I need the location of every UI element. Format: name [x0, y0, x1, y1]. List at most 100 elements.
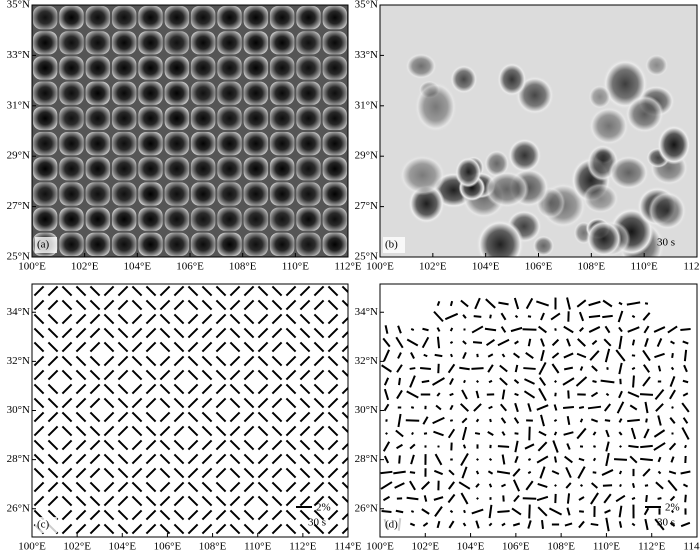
anisotropy-stick	[603, 403, 612, 412]
anisotropy-stick	[257, 313, 269, 325]
anisotropy-stick	[497, 338, 510, 347]
anisotropy-stick	[103, 299, 115, 311]
anisotropy-stick	[471, 325, 484, 334]
anisotropy-stick	[605, 452, 610, 467]
x-tick-label: 100°E	[366, 541, 394, 551]
anisotropy-stick	[669, 376, 676, 387]
anisotropy-stick	[75, 327, 87, 339]
x-tick-label: 104°E	[472, 261, 500, 273]
anisotropy-stick	[642, 376, 651, 387]
anisotropy-stick	[75, 425, 87, 437]
anisotropy-stick	[460, 453, 469, 466]
anisotropy-stick	[131, 285, 143, 297]
anisotropy-stick	[117, 341, 129, 353]
anisotropy-stick	[299, 327, 311, 339]
anisotropy-stick	[299, 313, 311, 325]
anisotropy-stick	[499, 403, 508, 412]
anisotropy-stick	[47, 327, 59, 339]
anisotropy-stick	[187, 411, 199, 423]
anisotropy-stick	[117, 509, 129, 521]
anisotropy-stick	[409, 480, 416, 491]
anisotropy-stick	[488, 522, 493, 527]
anisotropy-stick	[215, 481, 227, 493]
anisotropy-stick	[682, 417, 689, 424]
anisotropy-stick	[671, 509, 674, 514]
anisotropy-stick	[653, 326, 666, 333]
anisotropy-stick	[554, 484, 557, 487]
anisotropy-stick	[257, 453, 269, 465]
anisotropy-stick	[488, 379, 493, 384]
anisotropy-stick	[488, 457, 493, 462]
anisotropy-stick	[61, 397, 73, 409]
anisotropy-stick	[257, 467, 269, 479]
y-tick-label: 32°N	[355, 355, 378, 367]
anisotropy-stick	[423, 495, 428, 502]
anisotropy-stick	[563, 366, 574, 371]
anisotropy-stick	[551, 470, 560, 475]
anisotropy-stick	[75, 467, 87, 479]
anisotropy-stick	[61, 509, 73, 521]
anisotropy-stick	[103, 397, 115, 409]
anisotropy-stick	[554, 328, 557, 331]
label-box	[383, 517, 405, 533]
cell	[59, 232, 84, 256]
anisotropy-stick	[567, 390, 570, 399]
anisotropy-stick	[604, 509, 611, 514]
x-tick-label: 102°E	[419, 261, 447, 273]
anisotropy-stick	[619, 483, 622, 488]
anisotropy-stick	[89, 411, 101, 423]
anisotropy-stick	[449, 392, 454, 397]
anisotropy-stick	[550, 312, 561, 321]
anisotropy-stick	[117, 425, 129, 437]
anisotropy-stick	[644, 337, 649, 348]
cell	[243, 31, 268, 55]
anisotropy-stick	[394, 482, 405, 489]
anisotropy-stick	[215, 523, 227, 535]
anisotropy-stick	[564, 522, 573, 527]
anisotropy-stick	[537, 506, 548, 517]
anisotropy-stick	[566, 443, 571, 450]
anisotropy-stick	[131, 523, 143, 535]
anisotropy-stick	[589, 350, 600, 361]
anisotropy-stick	[257, 425, 269, 437]
cell	[296, 132, 321, 156]
anisotropy-stick	[553, 404, 558, 411]
anisotropy-stick	[605, 392, 610, 397]
anisotropy-stick	[627, 418, 640, 423]
anisotropy-stick	[201, 509, 213, 521]
anisotropy-stick	[421, 379, 430, 384]
anisotropy-stick	[75, 509, 87, 521]
anisotropy-stick	[653, 429, 666, 438]
cell	[191, 56, 216, 80]
anisotropy-stick	[173, 453, 185, 465]
anisotropy-stick	[131, 327, 143, 339]
anisotropy-stick	[449, 419, 454, 422]
anisotropy-stick	[271, 355, 283, 367]
cell	[270, 106, 295, 130]
anisotropy-stick	[145, 467, 157, 479]
anisotropy-stick	[327, 285, 339, 297]
anisotropy-stick	[669, 389, 676, 400]
anisotropy-stick	[47, 299, 59, 311]
cell	[85, 132, 110, 156]
cell	[164, 106, 189, 130]
anisotropy-stick	[461, 389, 468, 400]
cell	[164, 157, 189, 181]
anisotropy-stick	[285, 285, 297, 297]
anisotropy-stick	[173, 285, 185, 297]
anisotropy-stick	[145, 341, 157, 353]
anisotropy-stick	[313, 327, 325, 339]
cell	[33, 182, 58, 206]
cell	[296, 56, 321, 80]
anisotropy-stick	[131, 425, 143, 437]
anomaly	[608, 155, 650, 191]
anisotropy-stick	[271, 299, 283, 311]
anisotropy-stick	[562, 377, 575, 386]
anisotropy-stick	[605, 429, 610, 438]
x-tick-label: 112°E	[683, 261, 700, 273]
anisotropy-stick	[341, 470, 348, 479]
anisotropy-stick	[436, 392, 441, 397]
anisotropy-stick	[243, 467, 255, 479]
anisotropy-stick	[579, 327, 584, 332]
anisotropy-stick	[327, 453, 339, 465]
